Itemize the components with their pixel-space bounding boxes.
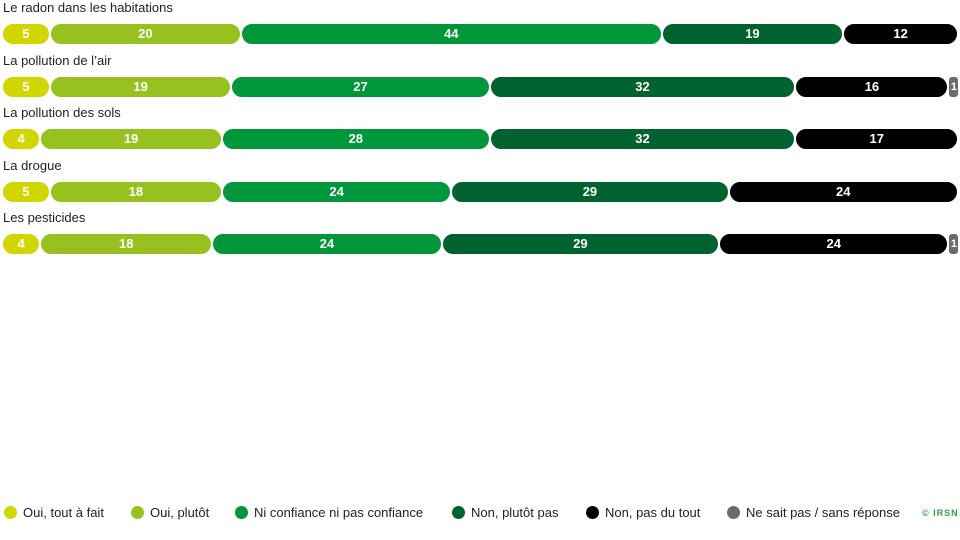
bar-segment: 27 (231, 75, 490, 98)
bar-segment: 18 (49, 180, 222, 203)
bar-segment: 24 (221, 180, 452, 203)
data-label: 29 (573, 236, 588, 251)
stacked-bar: 5 20 44 19 12 (2, 23, 958, 45)
bar-segment: 28 (221, 128, 490, 150)
bar-segment: 29 (451, 180, 729, 203)
legend-swatch (452, 506, 465, 519)
bar-segment: 44 (241, 23, 662, 45)
bar-segment: 32 (489, 75, 796, 98)
bar-segment: 24 (728, 180, 958, 203)
source-credit: © IRSN (922, 508, 959, 518)
legend-label: Ne sait pas / sans réponse (746, 505, 900, 520)
data-label: 20 (138, 26, 153, 41)
data-label: 1 (950, 80, 957, 93)
stacked-bar: 5 18 24 29 24 (2, 180, 958, 203)
legend-swatch (586, 506, 599, 519)
bar-segment: 4 (2, 128, 41, 150)
bar-segment: 24 (212, 233, 442, 255)
legend-item: Ni confiance ni pas confiance (235, 505, 423, 520)
chart-row: Les pesticides 4 18 24 29 24 1 (0, 210, 960, 260)
legend-swatch (131, 506, 144, 519)
data-label: 29 (582, 183, 598, 199)
data-label: 4 (17, 131, 25, 146)
bar-segment: 5 (2, 23, 50, 45)
category-label: La drogue (3, 157, 62, 173)
category-label: Le radon dans les habitations (3, 0, 173, 15)
data-label: 27 (353, 78, 368, 94)
data-label: 44 (444, 26, 459, 41)
bar-segment: 29 (441, 233, 719, 255)
data-label: 28 (348, 131, 363, 146)
legend-label: Oui, tout à fait (23, 505, 104, 520)
legend-swatch (235, 506, 248, 519)
bar-segment: 19 (40, 128, 222, 150)
data-label: 5 (22, 78, 30, 94)
legend-label: Oui, plutôt (150, 505, 210, 520)
data-label: 5 (22, 183, 30, 199)
bar-segment: 19 (49, 75, 232, 98)
bar-segment: 16 (795, 75, 949, 98)
legend-swatch (4, 506, 17, 519)
bar-segment: 18 (40, 233, 213, 255)
legend-item: Oui, tout à fait (4, 505, 104, 520)
bar-segment: 5 (2, 180, 50, 203)
data-label: 18 (128, 183, 144, 199)
stacked-bar: 4 19 28 32 17 (2, 128, 958, 150)
data-label: 12 (893, 26, 908, 41)
data-label: 17 (869, 131, 884, 146)
legend-label: Non, plutôt pas (471, 505, 559, 520)
legend-item: Non, plutôt pas (452, 505, 558, 520)
chart-row: La drogue 5 18 24 29 24 (0, 158, 960, 208)
bar-segment: 24 (719, 233, 949, 255)
data-label: 5 (22, 26, 30, 41)
legend-label: Non, pas du tout (605, 505, 701, 520)
data-label: 24 (329, 183, 344, 199)
stacked-bar-chart: Le radon dans les habitations 5 20 44 19 12 La… (0, 0, 960, 260)
stacked-bar: 5 19 27 32 16 1 (2, 75, 960, 98)
chart-row: Le radon dans les habitations 5 20 44 19 12 (0, 0, 960, 50)
bar-segment: 5 (2, 75, 50, 98)
bar-segment: 12 (843, 23, 958, 45)
bar-segment: 1 (948, 233, 960, 255)
category-label: La pollution des sols (3, 105, 121, 120)
category-label: La pollution de l’air (3, 52, 112, 68)
legend-swatch (727, 506, 740, 519)
legend-item: Non, pas du tout (586, 505, 700, 520)
bar-segment: 17 (795, 128, 958, 150)
bar-segment: 19 (661, 23, 844, 45)
data-label: 19 (745, 26, 760, 41)
data-label: 16 (864, 78, 880, 94)
data-label: 24 (319, 236, 335, 251)
data-label: 24 (826, 236, 841, 251)
bar-segment: 20 (49, 23, 241, 45)
chart-legend: Oui, tout à fait Oui, plutôt Ni confiance … (0, 505, 960, 525)
data-label: 19 (133, 78, 148, 94)
data-label: 24 (836, 183, 851, 199)
legend-label: Ni confiance ni pas confiance (254, 505, 424, 520)
legend-item: Ne sait pas / sans réponse (727, 505, 900, 520)
stacked-bar: 4 18 24 29 24 1 (2, 233, 960, 255)
data-label: 32 (635, 78, 650, 94)
data-label: 32 (635, 131, 650, 146)
legend-item: Oui, plutôt (131, 505, 209, 520)
chart-row: La pollution de l’air 5 19 27 32 16 1 (0, 53, 960, 103)
data-label: 4 (17, 236, 25, 251)
data-label: 19 (123, 131, 139, 146)
data-label: 1 (950, 238, 957, 250)
bar-segment: 32 (489, 128, 796, 150)
category-label: Les pesticides (3, 210, 86, 225)
chart-row: La pollution des sols 4 19 28 32 17 (0, 105, 960, 155)
data-label: 18 (119, 236, 134, 251)
bar-segment: 1 (948, 75, 960, 98)
bar-segment: 4 (2, 233, 41, 255)
